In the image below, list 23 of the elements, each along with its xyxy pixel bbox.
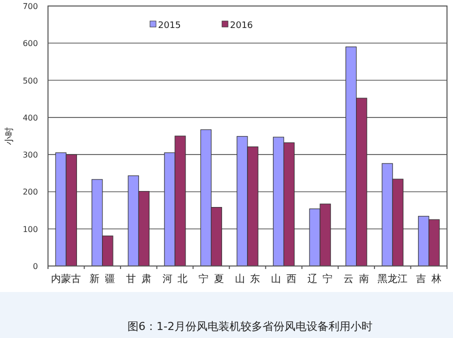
x-tick-label: 辽宁 [307,273,333,285]
x-tick-label: 山西 [271,273,296,285]
x-tick-label: 甘肃 [126,273,152,285]
x-tick-label: 山东 [234,273,260,285]
y-tick-label: 400 [22,113,38,122]
y-tick-label: 0 [32,262,38,271]
y-axis-title: 小时 [4,127,15,145]
x-tick-label: 云南 [344,273,370,285]
y-tick-label: 300 [22,150,38,160]
x-tick-label: 吉林 [416,273,442,285]
y-tick-label: 600 [22,39,38,48]
y-tick-label: 500 [22,76,38,86]
x-tick-label: 黑龙江 [378,273,408,285]
x-tick-label: 宁夏 [198,273,224,285]
y-tick-label: 700 [22,2,38,11]
x-tick-label: 内蒙古 [51,273,82,285]
legend-label: 2016 [230,21,254,31]
y-tick-label: 100 [22,224,38,234]
x-tick-label: 河北 [162,273,188,285]
x-tick-label: 新疆 [90,273,116,285]
legend-label: 2015 [158,21,181,31]
y-tick-label: 200 [22,188,38,197]
caption: 图6：1-2月份风电装机较多省份风电设备利用小时 [128,320,372,333]
